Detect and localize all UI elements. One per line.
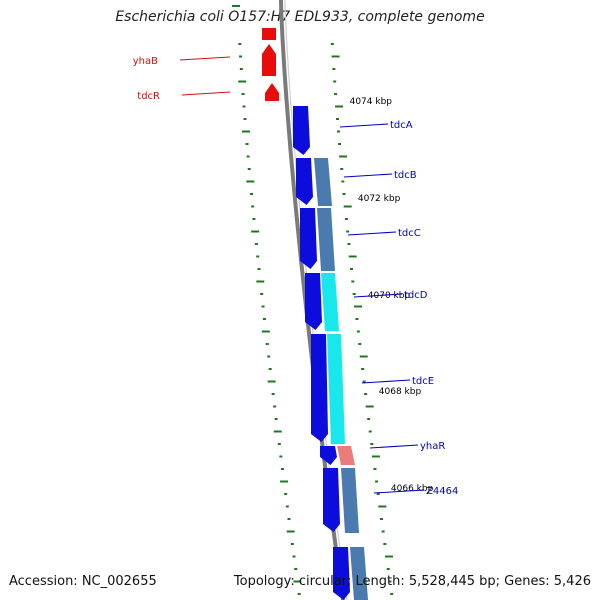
label-leader <box>353 293 403 298</box>
gene-arrow-Z4464[interactable] <box>323 468 340 532</box>
kbp-tick-label: 4066 kbp <box>391 484 434 494</box>
tick-layer <box>232 5 394 595</box>
gene-label-tdcA[interactable]: tdcA <box>390 120 413 131</box>
gene-label-tdcE[interactable]: tdcE <box>412 376 434 387</box>
kbp-tick-label: 4074 kbp <box>350 97 393 107</box>
gene-label-Z4464[interactable]: Z4464 <box>426 486 458 497</box>
label-leader <box>343 173 393 178</box>
gene-arrow-tdcA[interactable] <box>293 106 310 155</box>
gene-arrow-tdcD[interactable] <box>305 273 322 330</box>
kbp-tick-label: 4070 kbp <box>368 291 411 301</box>
gene-label-tdcD[interactable]: tdcD <box>404 290 428 301</box>
accession-label: Accession: NC_002655 <box>9 574 157 589</box>
cog-band-tdcE <box>327 334 345 444</box>
label-leader <box>347 231 397 236</box>
label-layer: 4074 kbp 4072 kbp 4070 kbp 4068 kbp 4066 kbp… <box>133 56 459 497</box>
gene-arrow-yhaB[interactable] <box>262 44 276 76</box>
cog-band-yhaR <box>337 446 355 465</box>
cog-band-tdcD <box>321 273 339 331</box>
cog-band-unlabeled <box>350 547 368 600</box>
cog-band-tdcC <box>317 208 335 271</box>
label-leader <box>179 56 231 61</box>
label-leader <box>373 489 425 494</box>
gene-label-tdcR[interactable]: tdcR <box>137 91 160 102</box>
map-title: Escherichia coli O157:H7 EDL933, complet… <box>115 9 485 25</box>
gene-arrow-tdcR[interactable] <box>265 83 279 101</box>
gene-label-tdcC[interactable]: tdcC <box>398 228 421 239</box>
cog-band-tdcB <box>314 158 332 206</box>
label-leader <box>181 91 231 96</box>
cog-band-Z4464 <box>341 468 359 533</box>
gene-arrow-tdcB[interactable] <box>296 158 313 205</box>
label-leader <box>361 379 411 384</box>
gene-arrow-unlabeled[interactable] <box>333 547 350 600</box>
gene-label-yhaB[interactable]: yhaB <box>133 56 158 67</box>
label-leader <box>369 444 419 449</box>
label-leader <box>339 123 389 128</box>
gene-label-yhaR[interactable]: yhaR <box>420 441 445 452</box>
kbp-tick-label: 4072 kbp <box>358 194 401 204</box>
gene-arrow-tdcE[interactable] <box>311 334 328 442</box>
gene-layer <box>262 28 368 600</box>
gene-arrow-tdcC[interactable] <box>300 208 317 269</box>
gene-label-tdcB[interactable]: tdcB <box>394 170 417 181</box>
kbp-tick-label: 4068 kbp <box>379 387 422 397</box>
gene-arrow-yhaR[interactable] <box>320 446 337 465</box>
genome-summary: Topology: circular; Length: 5,528,445 bp… <box>233 574 591 589</box>
gene-fragment[interactable] <box>262 28 276 40</box>
